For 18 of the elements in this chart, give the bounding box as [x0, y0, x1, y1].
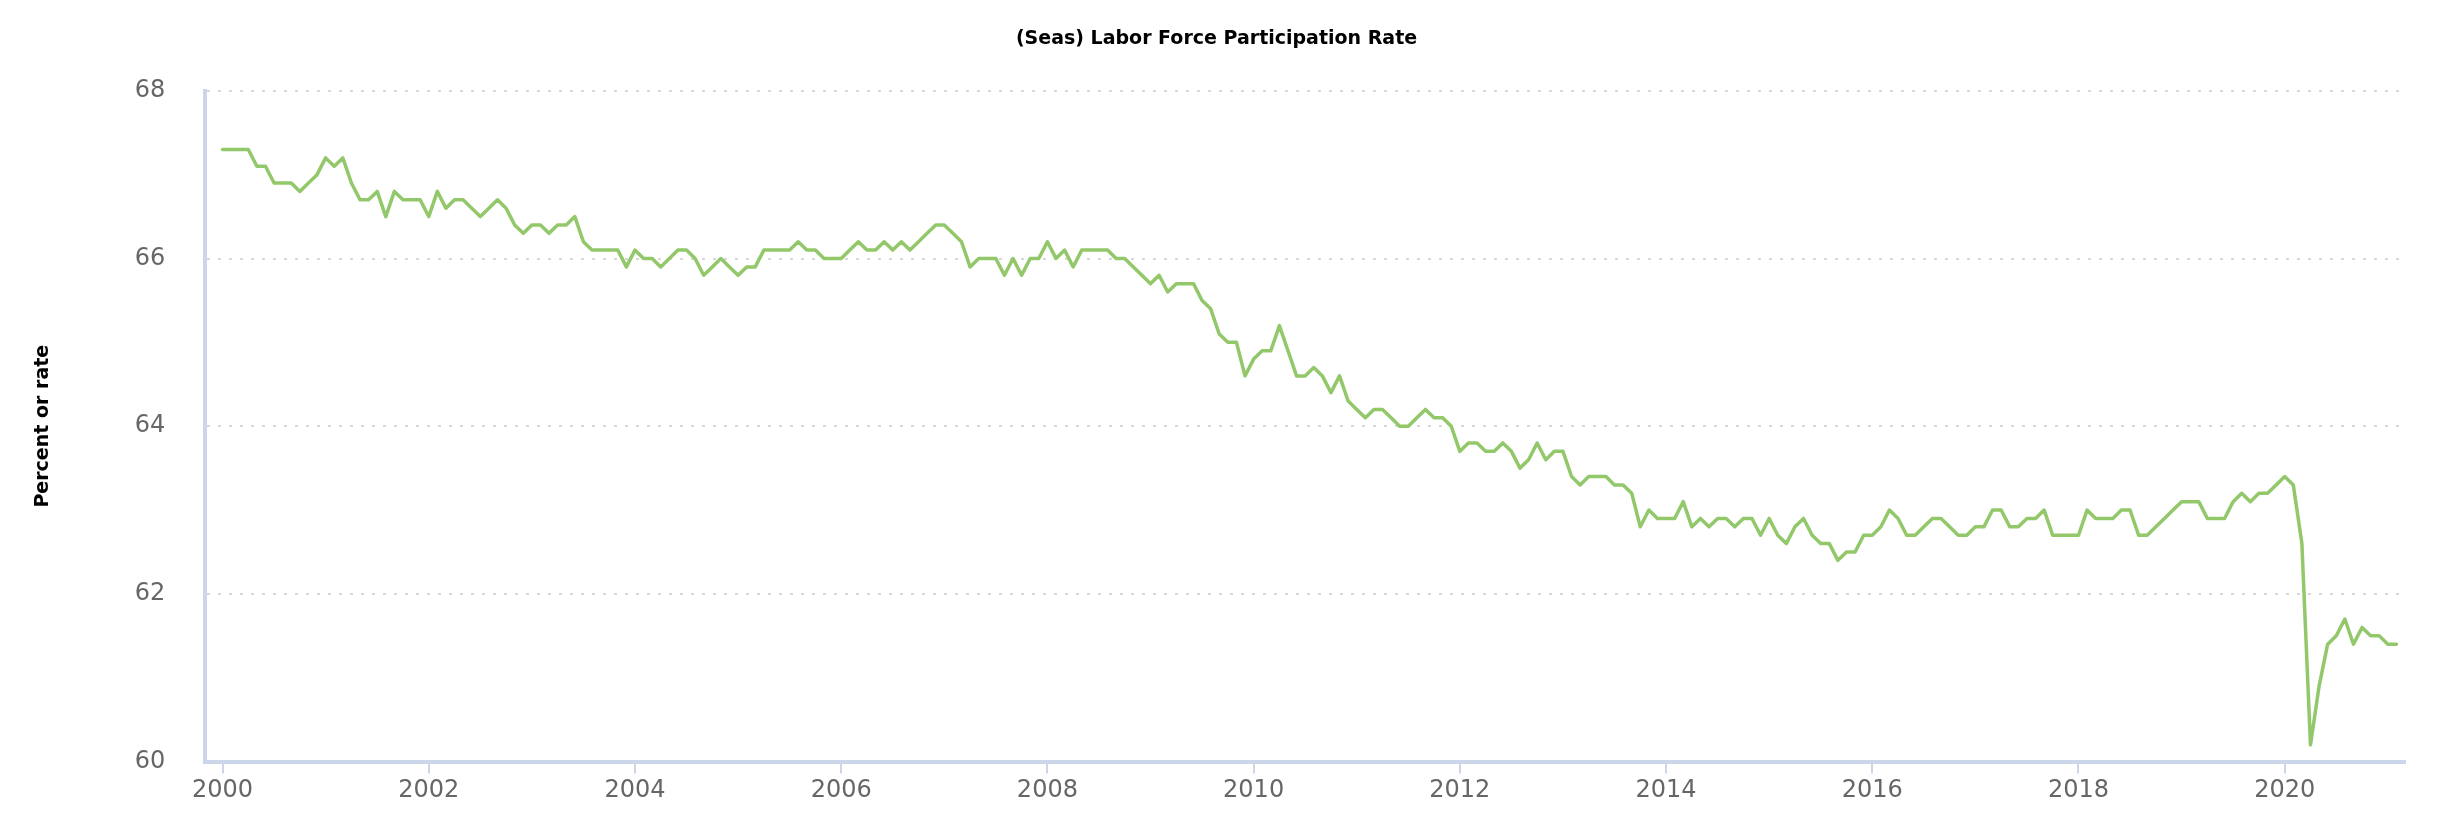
y-tick-label: 62: [134, 578, 166, 607]
y-tick-label: 64: [134, 410, 166, 439]
x-tick-label: 2016: [1841, 775, 1903, 804]
y-axis-title: Percent or rate: [30, 344, 53, 508]
y-tick-label: 66: [134, 242, 166, 271]
x-tick-label: 2008: [1016, 775, 1078, 804]
x-tick-label: 2010: [1223, 775, 1285, 804]
y-tick-label: 60: [134, 745, 166, 774]
y-tick-label: 68: [134, 75, 166, 104]
x-tick-label: 2002: [398, 775, 460, 804]
x-tick-label: 2014: [1635, 775, 1697, 804]
x-tick-label: 2000: [191, 775, 254, 804]
x-tick-label: 2006: [810, 775, 872, 804]
chart-title: (Seas) Labor Force Participation Rate: [1015, 26, 1418, 49]
x-tick-label: 2012: [1429, 775, 1491, 804]
x-tick-label: 2020: [2254, 775, 2316, 804]
x-tick-label: 2004: [604, 775, 666, 804]
x-tick-label: 2018: [2047, 775, 2110, 804]
